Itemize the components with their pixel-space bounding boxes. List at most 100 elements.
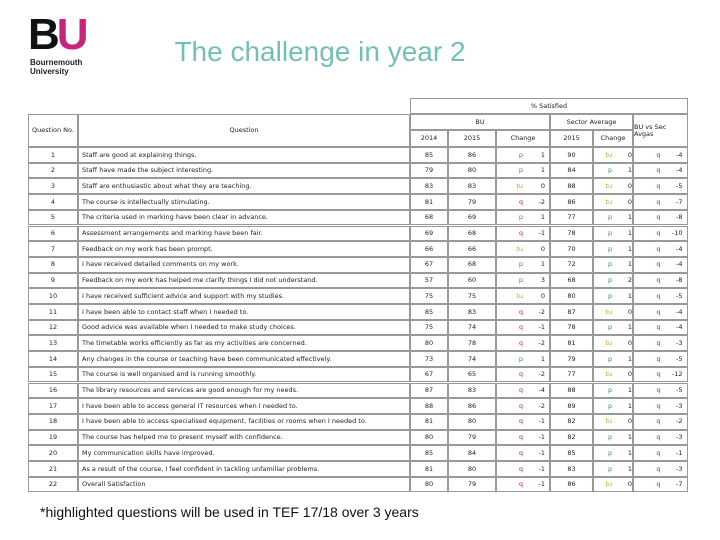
change-arrow: p: [607, 291, 613, 300]
change-cell: q -4: [496, 382, 550, 399]
header-cell: Question No.: [28, 114, 78, 147]
question-text: The course is intellectually stimulating…: [78, 194, 410, 210]
change-cell: tu 0: [496, 241, 550, 257]
question-no: 5: [28, 209, 78, 226]
value-cell: 60: [448, 272, 496, 289]
value-cell: 83: [550, 461, 593, 477]
change-cell: q -5: [633, 288, 688, 304]
change-value: -2: [538, 370, 545, 379]
header-cell: Sector Average: [550, 114, 633, 130]
change-value: -2: [538, 307, 545, 316]
question-text: Feedback on my work has helped me clarif…: [78, 272, 410, 289]
value-cell: 79: [550, 351, 593, 367]
change-value: 1: [627, 244, 632, 253]
value-cell: 87: [550, 304, 593, 320]
change-value: 1: [540, 166, 545, 175]
change-arrow: q: [518, 307, 523, 316]
value-cell: 69: [410, 225, 448, 242]
change-arrow: q: [518, 480, 523, 489]
change-arrow: q: [656, 307, 661, 316]
change-arrow: p: [607, 464, 613, 473]
question-no: 18: [28, 413, 78, 430]
change-arrow: q: [518, 386, 523, 395]
change-value: -1: [538, 417, 545, 426]
question-text: The course has helped me to present myse…: [78, 429, 410, 446]
question-no: 12: [28, 319, 78, 336]
change-arrow: p: [607, 260, 613, 269]
change-cell: q -2: [496, 398, 550, 414]
change-cell: q -7: [633, 194, 688, 210]
value-cell: 85: [410, 445, 448, 461]
value-cell: 78: [448, 335, 496, 352]
question-no: 4: [28, 194, 78, 210]
change-cell: q -1: [496, 429, 550, 446]
header-cell: Change: [496, 130, 550, 147]
change-cell: q -4: [633, 147, 688, 163]
value-cell: 81: [410, 461, 448, 477]
change-value: -1: [538, 464, 545, 473]
change-arrow: p: [518, 276, 523, 285]
change-cell: q -5: [633, 351, 688, 367]
logo-mark: BU: [28, 10, 89, 59]
value-cell: 73: [410, 351, 448, 367]
change-value: 1: [540, 260, 545, 269]
value-cell: 68: [448, 225, 496, 242]
change-arrow: q: [656, 448, 661, 457]
change-value: 1: [627, 323, 632, 332]
value-cell: 85: [410, 304, 448, 320]
question-text: The timetable works efficiently as far a…: [78, 335, 410, 352]
change-arrow: q: [656, 386, 661, 395]
value-cell: 65: [448, 366, 496, 383]
change-cell: tu 0: [496, 288, 550, 304]
change-value: -2: [538, 197, 545, 206]
change-arrow: tu: [516, 181, 523, 190]
change-arrow: q: [518, 338, 523, 347]
value-cell: 78: [550, 225, 593, 242]
question-text: Good advice was available when I needed …: [78, 319, 410, 336]
header-cell: Change: [593, 130, 633, 147]
question-text: Staff have made the subject interesting.: [78, 162, 410, 179]
value-cell: 81: [410, 194, 448, 210]
question-no: 21: [28, 461, 78, 477]
logo-text: University: [30, 67, 69, 76]
change-arrow: q: [656, 480, 661, 489]
change-value: 1: [627, 260, 632, 269]
question-text: I have been able to access specialised e…: [78, 413, 410, 430]
change-cell: tu 0: [593, 413, 633, 430]
value-cell: 68: [410, 209, 448, 226]
value-cell: 66: [410, 241, 448, 257]
change-value: 0: [627, 181, 632, 190]
value-cell: 74: [448, 351, 496, 367]
change-value: 0: [540, 291, 545, 300]
header-cell: % Satisfied: [410, 98, 688, 114]
change-arrow: q: [518, 464, 523, 473]
value-cell: 80: [448, 413, 496, 430]
change-arrow: p: [607, 166, 613, 175]
change-value: -4: [676, 166, 683, 175]
value-cell: 68: [550, 272, 593, 289]
change-cell: q -1: [496, 445, 550, 461]
value-cell: 78: [550, 319, 593, 336]
question-text: My communication skills have improved.: [78, 445, 410, 461]
change-cell: q -2: [496, 304, 550, 320]
value-cell: 80: [550, 288, 593, 304]
change-value: -3: [676, 338, 683, 347]
change-cell: tu 0: [593, 178, 633, 195]
value-cell: 75: [410, 288, 448, 304]
value-cell: 77: [550, 366, 593, 383]
value-cell: 79: [410, 162, 448, 179]
change-value: 1: [627, 166, 632, 175]
question-text: Feedback on my work has been prompt.: [78, 241, 410, 257]
question-text: I have received detailed comments on my …: [78, 256, 410, 273]
value-cell: 72: [550, 256, 593, 273]
question-no: 9: [28, 272, 78, 289]
change-cell: q -2: [633, 413, 688, 430]
question-text: Any changes in the course or teaching ha…: [78, 351, 410, 367]
